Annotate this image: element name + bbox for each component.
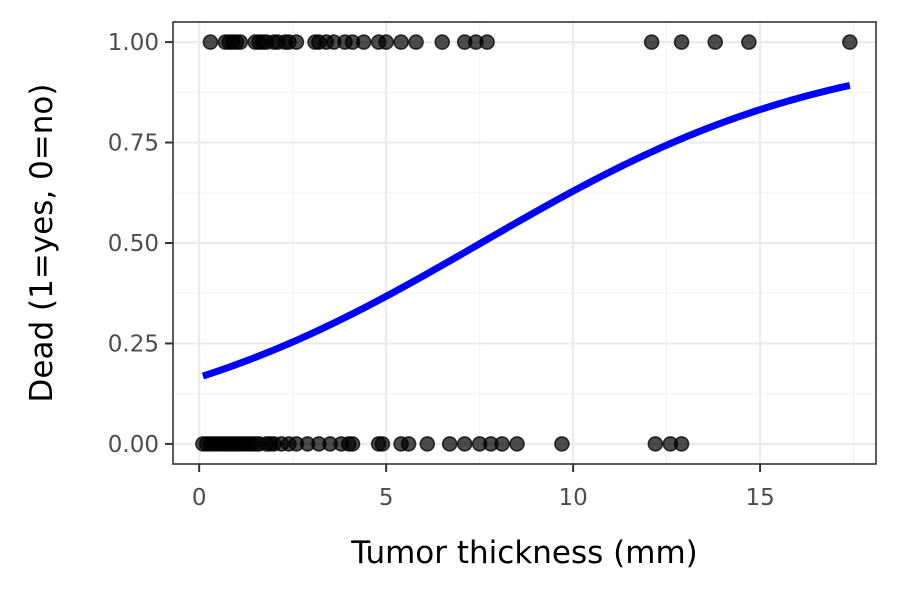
data-point-alive (494, 436, 510, 452)
data-point-dead (643, 34, 660, 50)
logistic-fit-line (201, 81, 851, 380)
data-point-dead (434, 34, 451, 50)
y-tick-label: 0.00 (108, 432, 159, 458)
data-points (195, 34, 858, 452)
x-tick-label: 10 (558, 485, 587, 511)
data-point-alive (509, 436, 525, 452)
y-tick-label: 1.00 (108, 30, 159, 56)
data-point-alive (441, 436, 458, 452)
data-point-dead (673, 34, 690, 50)
data-point-alive (673, 436, 690, 452)
y-tick-label: 0.25 (108, 331, 159, 357)
data-point-dead (355, 34, 372, 50)
data-point-alive (456, 436, 473, 452)
data-point-dead (393, 34, 409, 50)
axes: 0 5 10 15 0.00 0.25 0.50 0.75 1.00 (108, 30, 775, 511)
data-point-dead (288, 34, 305, 50)
y-axis-title: Dead (1=yes, 0=no) (24, 84, 60, 403)
data-point-dead (707, 34, 724, 50)
x-tick-label: 5 (379, 485, 394, 511)
y-tick-label: 0.75 (108, 131, 159, 157)
data-point-alive (374, 436, 391, 452)
grid-lines (173, 22, 876, 464)
data-point-alive (554, 436, 570, 452)
y-tick-label: 0.50 (108, 231, 159, 257)
fit-curve-layer (201, 81, 851, 380)
data-point-dead (842, 34, 858, 50)
data-point-dead (408, 34, 424, 50)
x-tick-label: 0 (192, 485, 207, 511)
data-point-alive (400, 436, 417, 452)
data-point-alive (344, 436, 361, 452)
x-axis-title: Tumor thickness (mm) (350, 535, 698, 571)
data-point-dead (378, 34, 394, 50)
x-tick-label: 15 (745, 485, 774, 511)
data-point-dead (202, 34, 219, 50)
data-point-dead (232, 34, 249, 50)
data-point-alive (419, 436, 436, 452)
data-point-alive (647, 436, 664, 452)
data-point-dead (479, 34, 495, 50)
data-point-dead (741, 34, 757, 50)
